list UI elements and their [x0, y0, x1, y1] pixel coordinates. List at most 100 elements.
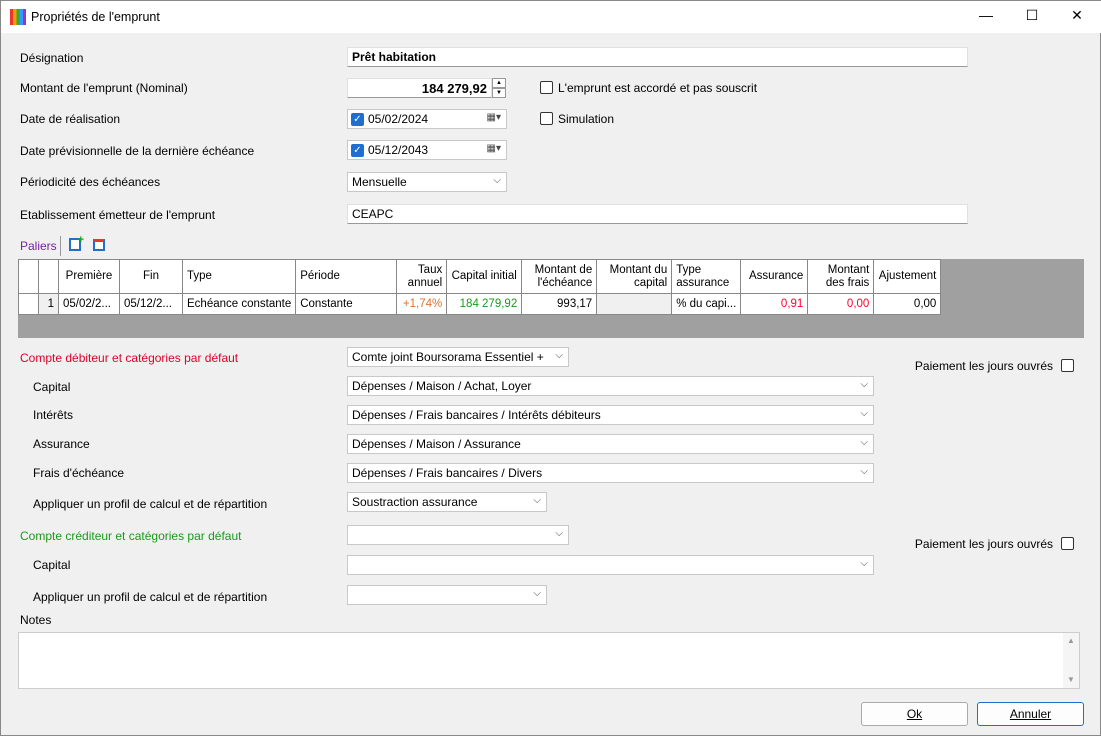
maximize-button[interactable]: ☐ — [1025, 7, 1039, 23]
debit-account-value: Comte joint Boursorama Essentiel + — [352, 350, 544, 364]
debit-jours-label: Paiement les jours ouvrés — [914, 359, 1053, 373]
scroll-down-arrow[interactable]: ▼ — [1067, 675, 1075, 684]
chevron-down-icon: ⌵ — [555, 350, 563, 361]
debit-interets-value: Dépenses / Frais bancaires / Intérêts dé… — [352, 408, 601, 422]
credit-account-select[interactable]: ⌵ — [347, 525, 569, 545]
col-header[interactable]: Montant des frais — [807, 259, 875, 294]
close-button[interactable]: ✕ — [1071, 7, 1083, 23]
chevron-down-icon: ⌵ — [533, 588, 541, 599]
date-realisation-label: Date de réalisation — [20, 112, 121, 126]
col-header[interactable]: Montant du capital — [596, 259, 673, 294]
col-header[interactable]: Type — [181, 259, 297, 294]
col-header — [38, 259, 59, 294]
debit-account-select[interactable]: Comte joint Boursorama Essentiel + ⌵ — [347, 347, 569, 367]
debit-assurance-select[interactable]: Dépenses / Maison / Assurance ⌵ — [347, 434, 874, 454]
cancel-button[interactable]: Annuler — [977, 702, 1084, 726]
montant-spinner-down[interactable]: ▼ — [492, 88, 506, 98]
debit-frais-label: Frais d'échéance — [33, 466, 125, 480]
cell-fin[interactable]: 05/12/2... — [119, 293, 183, 315]
col-header[interactable]: Période — [295, 259, 398, 294]
col-header[interactable]: Première — [58, 259, 120, 294]
paliers-label: Paliers — [20, 239, 57, 253]
chevron-down-icon: ⌵ — [533, 495, 541, 506]
credit-capital-label: Capital — [33, 558, 71, 572]
row-selector[interactable] — [18, 293, 39, 315]
chevron-down-icon: ⌵ — [555, 528, 563, 539]
date-realisation-checkbox[interactable]: ✓ — [351, 113, 364, 126]
date-derniere-checkbox[interactable]: ✓ — [351, 144, 364, 157]
debit-assurance-value: Dépenses / Maison / Assurance — [352, 437, 521, 451]
cell-assurance[interactable]: 0,91 — [740, 293, 809, 315]
col-header[interactable]: Montant de l'échéance — [521, 259, 598, 294]
minimize-button[interactable]: — — [979, 7, 993, 23]
etablissement-label: Etablissement émetteur de l'emprunt — [20, 208, 216, 222]
col-header[interactable]: Assurance — [740, 259, 809, 294]
date-realisation-picker[interactable]: ✓ 05/02/2024 ▦▾ — [347, 109, 507, 129]
table-row[interactable]: 1 05/02/2... 05/12/2... Echéance constan… — [18, 293, 942, 315]
cell-ajustement[interactable]: 0,00 — [873, 293, 942, 315]
cell-premiere[interactable]: 05/02/2... — [58, 293, 120, 315]
col-header[interactable]: Fin — [119, 259, 183, 294]
designation-label: Désignation — [20, 51, 84, 65]
date-derniere-picker[interactable]: ✓ 05/12/2043 ▦▾ — [347, 140, 507, 160]
window-title: Propriétés de l'emprunt — [31, 10, 160, 24]
periodicite-label: Périodicité des échéances — [20, 175, 161, 189]
date-realisation-value: 05/02/2024 — [368, 112, 429, 126]
app-icon — [10, 9, 26, 25]
periodicite-select[interactable]: Mensuelle ⌵ — [347, 172, 507, 192]
add-palier-icon[interactable]: + — [69, 234, 84, 251]
debit-capital-select[interactable]: Dépenses / Maison / Achat, Loyer ⌵ — [347, 376, 874, 396]
chevron-down-icon: ⌵ — [860, 558, 868, 569]
paliers-grid: Première Fin Type Période Taux annuel Ca… — [18, 259, 1084, 338]
chevron-down-icon: ⌵ — [860, 379, 868, 390]
montant-label: Montant de l'emprunt (Nominal) — [20, 81, 188, 95]
calendar-icon[interactable]: ▦▾ — [486, 112, 501, 123]
credit-capital-select[interactable]: ⌵ — [347, 555, 874, 575]
debit-frais-select[interactable]: Dépenses / Frais bancaires / Divers ⌵ — [347, 463, 874, 483]
cell-montant-echeance[interactable]: 993,17 — [521, 293, 598, 315]
cell-capital-initial[interactable]: 184 279,92 — [446, 293, 523, 315]
credit-jours-label: Paiement les jours ouvrés — [914, 537, 1053, 551]
scroll-up-arrow[interactable]: ▲ — [1067, 636, 1075, 645]
date-derniere-value: 05/12/2043 — [368, 143, 429, 157]
montant-spinner-up[interactable]: ▲ — [492, 78, 506, 88]
cell-montant-capital — [596, 293, 673, 315]
row-number: 1 — [38, 293, 59, 315]
grid-header: Première Fin Type Période Taux annuel Ca… — [18, 259, 942, 294]
cell-periode[interactable]: Constante — [295, 293, 398, 315]
debit-profil-select[interactable]: Soustraction assurance ⌵ — [347, 492, 547, 512]
cell-taux[interactable]: +1,74% — [396, 293, 448, 315]
credit-jours-checkbox[interactable] — [1061, 537, 1074, 550]
etablissement-input[interactable]: CEAPC — [347, 204, 968, 224]
debit-interets-label: Intérêts — [33, 408, 74, 422]
accorde-label: L'emprunt est accordé et pas souscrit — [558, 81, 758, 95]
debit-jours-checkbox[interactable] — [1061, 359, 1074, 372]
debit-assurance-label: Assurance — [33, 437, 90, 451]
remove-palier-icon[interactable] — [93, 239, 105, 251]
notes-label: Notes — [20, 613, 52, 627]
col-header[interactable]: Capital initial — [446, 259, 523, 294]
title-bar: Propriétés de l'emprunt — ☐ ✕ — [1, 1, 1101, 33]
simulation-label: Simulation — [558, 112, 615, 126]
col-header[interactable]: Taux annuel — [396, 259, 448, 294]
chevron-down-icon: ⌵ — [493, 175, 501, 186]
accorde-checkbox[interactable] — [540, 81, 553, 94]
ok-button[interactable]: Ok — [861, 702, 968, 726]
notes-textarea[interactable]: ▲ ▼ — [18, 632, 1080, 689]
notes-scrollbar[interactable]: ▲ ▼ — [1063, 633, 1079, 688]
designation-input[interactable]: Prêt habitation — [347, 47, 968, 67]
cell-type-assurance[interactable]: % du capi... — [671, 293, 742, 315]
simulation-checkbox[interactable] — [540, 112, 553, 125]
calendar-icon[interactable]: ▦▾ — [486, 143, 501, 154]
col-header[interactable]: Ajustement — [873, 259, 942, 294]
cell-frais[interactable]: 0,00 — [807, 293, 875, 315]
date-derniere-label: Date prévisionnelle de la dernière échéa… — [20, 144, 255, 158]
credit-profil-select[interactable]: ⌵ — [347, 585, 547, 605]
cell-type[interactable]: Echéance constante — [181, 293, 297, 315]
debit-interets-select[interactable]: Dépenses / Frais bancaires / Intérêts dé… — [347, 405, 874, 425]
debit-capital-label: Capital — [33, 380, 71, 394]
col-header[interactable]: Type assurance — [671, 259, 742, 294]
montant-input[interactable]: 184 279,92 — [347, 78, 492, 98]
col-header — [18, 259, 39, 294]
debit-profil-label: Appliquer un profil de calcul et de répa… — [33, 497, 268, 511]
